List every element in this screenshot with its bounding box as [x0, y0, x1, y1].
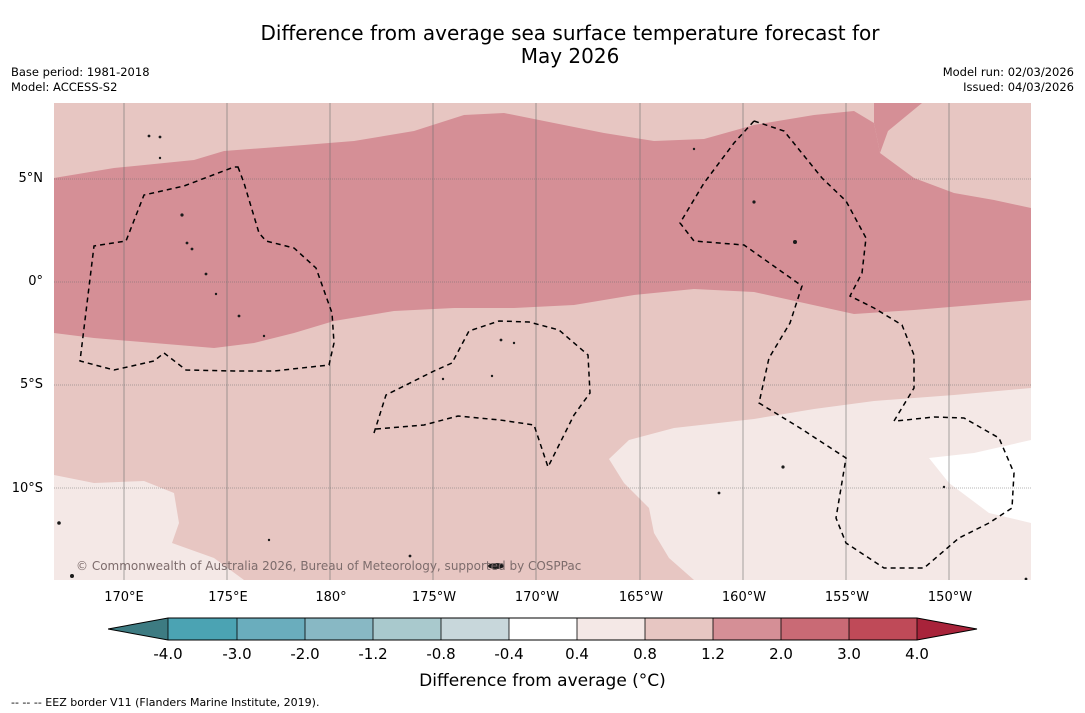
- colorbar-tick: -4.0: [153, 645, 183, 663]
- anomaly-region-2.0-3.0: [874, 103, 922, 153]
- colorbar-bin-1: [168, 618, 237, 640]
- colorbar-extend-min: [108, 618, 168, 640]
- colorbar-bin-3: [305, 618, 373, 640]
- lon-label-170w: 170°W: [514, 590, 560, 605]
- title-line-2: May 2026: [520, 44, 620, 68]
- lon-label-160w: 160°W: [721, 590, 767, 605]
- anomaly-region-0.4-0.8-west: [54, 475, 244, 580]
- colorbar-bin-2: [237, 618, 305, 640]
- anomaly-region-neutral: [929, 440, 1031, 523]
- colorbar-bin-5: [441, 618, 509, 640]
- colorbar-extend-max: [917, 618, 977, 640]
- colorbar-label: Difference from average (°C): [419, 671, 666, 691]
- lat-label-5s: 5°S: [19, 377, 43, 392]
- model-name: Model: ACCESS-S2: [11, 80, 118, 94]
- colorbar-tick: 0.4: [565, 645, 589, 663]
- anomaly-region-0.4-0.8-east: [609, 388, 1031, 580]
- lon-label-180: 180°: [315, 590, 347, 605]
- issued-date: Issued: 04/03/2026: [963, 80, 1074, 94]
- colorbar-tick: 1.2: [701, 645, 725, 663]
- copyright-notice: © Commonwealth of Australia 2026, Bureau…: [76, 559, 582, 573]
- colorbar-tick: 2.0: [769, 645, 793, 663]
- lon-label-165w: 165°W: [618, 590, 664, 605]
- colorbar-bin-7: [577, 618, 645, 640]
- title-line-1: Difference from average sea surface temp…: [260, 21, 880, 45]
- colorbar-tick: -2.0: [290, 645, 320, 663]
- graticule: [54, 103, 1031, 580]
- colorbar-bin-8: [645, 618, 713, 640]
- eez-borders: [79, 120, 1015, 569]
- colorbar-bin-9: [713, 618, 781, 640]
- colorbar-tick: -0.4: [494, 645, 524, 663]
- colorbar-tick: 0.8: [633, 645, 657, 663]
- sst-anomaly-map: [54, 103, 1031, 580]
- lat-label-10s: 10°S: [11, 481, 43, 496]
- colorbar-tick: 3.0: [837, 645, 861, 663]
- colorbar-bin-6: [509, 618, 577, 640]
- meta-right: Model run: 02/03/2026 Issued: 04/03/2026: [943, 65, 1074, 95]
- lon-label-155w: 155°W: [824, 590, 870, 605]
- lon-label-150w: 150°W: [927, 590, 973, 605]
- lat-label-0: 0°: [28, 274, 43, 289]
- colorbar-tick: -3.0: [222, 645, 252, 663]
- lon-label-170e: 170°E: [104, 590, 144, 605]
- lat-label-5n: 5°N: [18, 171, 44, 186]
- lon-label-175e: 175°E: [208, 590, 248, 605]
- colorbar-tick: 4.0: [905, 645, 929, 663]
- colorbar-bin-4: [373, 618, 441, 640]
- meta-left: Base period: 1981-2018 Model: ACCESS-S2: [11, 65, 150, 95]
- colorbar-tick: -0.8: [426, 645, 456, 663]
- colorbar-bin-11: [849, 618, 917, 640]
- map-title: Difference from average sea surface temp…: [0, 22, 1085, 68]
- colorbar-bin-10: [781, 618, 849, 640]
- anomaly-region-1.2-2.0: [54, 111, 1031, 348]
- colorbar: [107, 616, 978, 642]
- eez-footnote: -- -- -- EEZ border V11 (Flanders Marine…: [11, 696, 320, 709]
- model-run: Model run: 02/03/2026: [942, 65, 1074, 79]
- islands: [57, 134, 1028, 580]
- colorbar-tick: -1.2: [358, 645, 388, 663]
- lon-label-175w: 175°W: [411, 590, 457, 605]
- base-period: Base period: 1981-2018: [11, 65, 150, 79]
